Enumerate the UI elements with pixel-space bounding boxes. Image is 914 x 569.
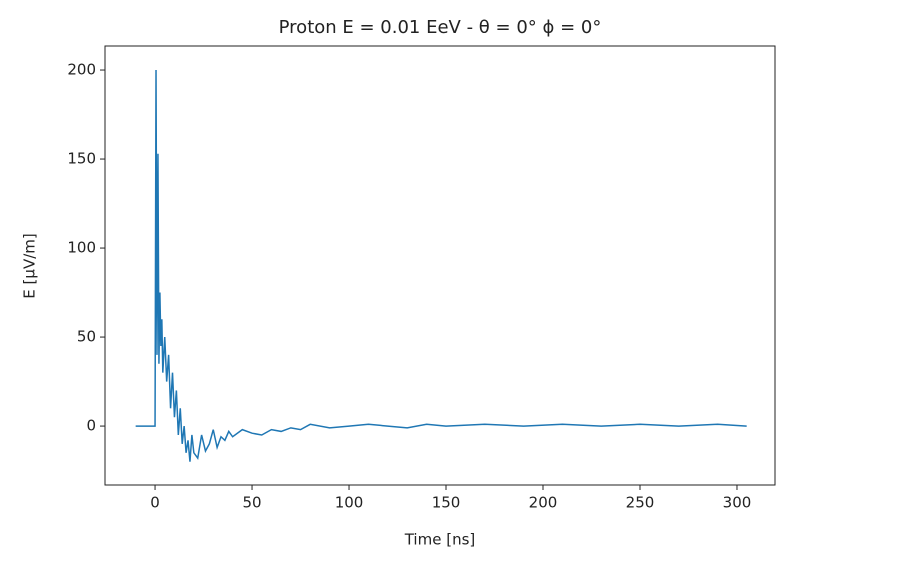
x-tick-label: 100 <box>335 494 364 512</box>
y-tick-label: 200 <box>67 61 96 79</box>
x-tick-label: 50 <box>242 494 261 512</box>
y-tick-label: 50 <box>77 328 96 346</box>
x-axis-label: Time [ns] <box>404 531 476 549</box>
x-tick-label: 0 <box>150 494 160 512</box>
x-tick-label: 300 <box>723 494 752 512</box>
x-tick-label: 200 <box>529 494 558 512</box>
chart-title: Proton E = 0.01 EeV - θ = 0° ϕ = 0° <box>279 17 602 38</box>
x-tick-label: 250 <box>626 494 655 512</box>
x-tick-label: 150 <box>432 494 461 512</box>
y-tick-label: 100 <box>67 239 96 257</box>
y-axis-label: E [μV/m] <box>21 233 39 298</box>
y-tick-label: 0 <box>86 417 96 435</box>
plot-frame <box>104 45 776 486</box>
y-tick-label: 150 <box>67 150 96 168</box>
data-line <box>135 70 747 462</box>
